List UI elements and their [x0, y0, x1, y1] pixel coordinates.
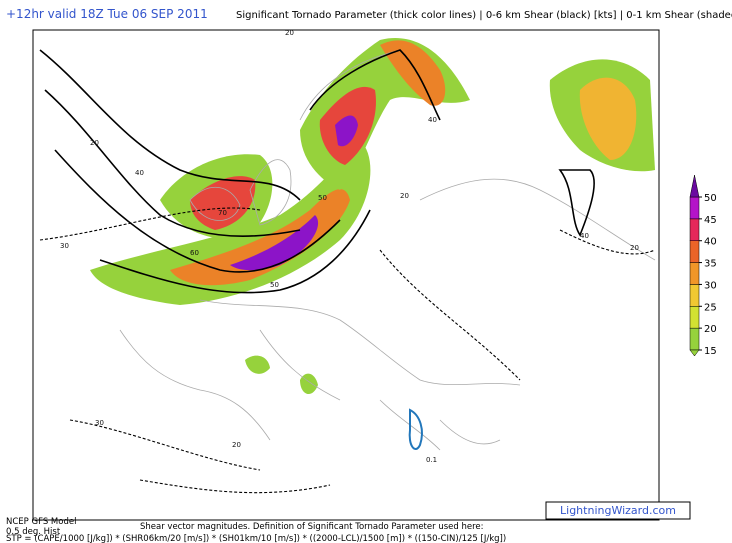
contour-label: 20: [400, 192, 409, 200]
colorbar-tick-label: 30: [704, 280, 717, 291]
model-name: NCEP GFS Model: [6, 517, 76, 527]
colorbar-tick-label: 25: [704, 302, 717, 313]
colorbar-band: [689, 306, 700, 329]
brand-box: [545, 501, 691, 520]
colorbar: 15 20 25 30 35 40 45 50: [689, 174, 717, 357]
shear-contours: [39, 49, 656, 494]
contour-label: 40: [428, 116, 437, 124]
contour-label: 30: [95, 419, 104, 427]
colorbar-band: [689, 327, 700, 351]
colorbar-tick-label: 20: [704, 324, 717, 335]
contour-label: 0.1: [426, 456, 437, 464]
colorbar-tick-label: 45: [704, 215, 717, 226]
colorbar-band: [689, 196, 700, 220]
contour-label: 60: [190, 249, 199, 257]
contour-label: 40: [135, 169, 144, 177]
contour-label: 30: [60, 242, 69, 250]
valid-time: +12hr valid 18Z Tue 06 SEP 2011: [6, 7, 208, 21]
map-panel: 20 20 30 40 50 60 70 50 40 20 40 20 30 20 0.1: [32, 29, 660, 521]
shear-shading: [90, 38, 655, 395]
colorbar-bottom-arrow: [689, 349, 700, 357]
stp-contour: [408, 408, 423, 450]
colorbar-top-arrow: [689, 174, 700, 198]
brand: LightningWizard.com: [560, 504, 676, 517]
colorbar-tick-label: 40: [704, 237, 717, 248]
contour-label: 20: [90, 139, 99, 147]
contour-label: 50: [270, 281, 279, 289]
contour-label: 20: [630, 244, 639, 252]
footer-note: Shear vector magnitudes. Definition of S…: [140, 522, 483, 532]
contour-label: 50: [318, 194, 327, 202]
contour-label: 20: [285, 29, 294, 37]
contour-label: 70: [218, 209, 227, 217]
colorbar-tick-label: 50: [704, 193, 717, 204]
model-resolution: 0.5 deg. Hist: [6, 527, 61, 537]
contour-label: 40: [580, 232, 589, 240]
colorbar-band: [689, 218, 700, 241]
colorbar-tick-label: 15: [704, 346, 717, 357]
map-title: Significant Tornado Parameter (thick col…: [236, 10, 732, 21]
contour-label: 20: [232, 441, 241, 449]
colorbar-band: [689, 284, 700, 307]
stp-formula: STP = (CAPE/1000 [J/kg]) * (SHR06km/20 […: [6, 534, 506, 543]
colorbar-tick-label: 35: [704, 259, 717, 270]
colorbar-band: [689, 262, 700, 285]
colorbar-band: [689, 240, 700, 263]
